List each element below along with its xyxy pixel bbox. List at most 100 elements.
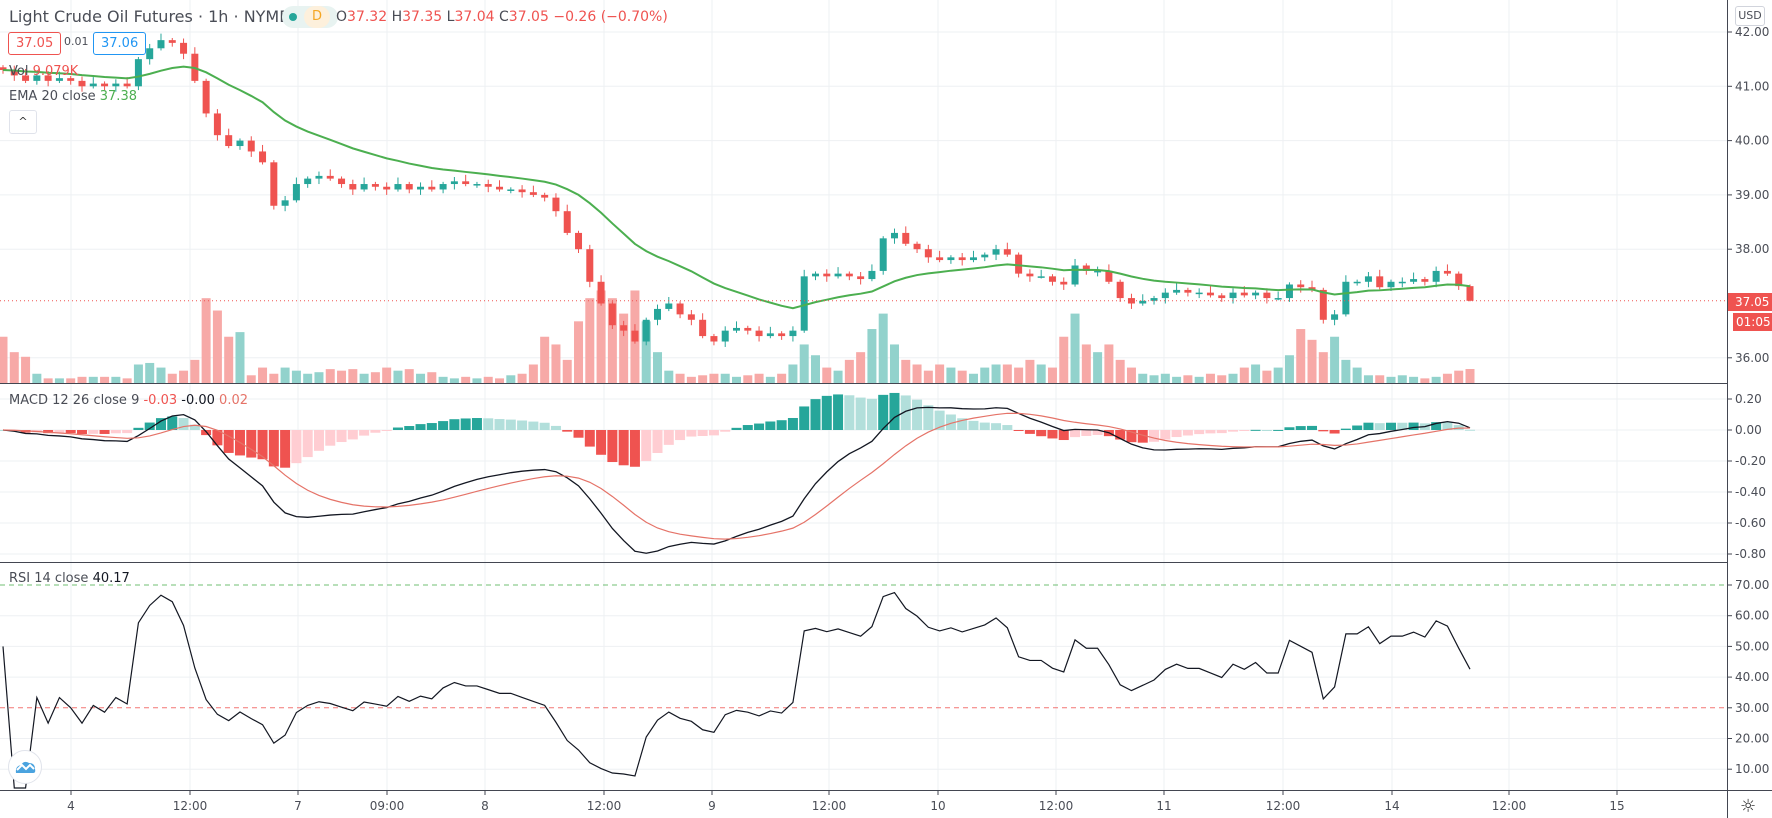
candle-body	[936, 257, 944, 261]
volume-bar	[1465, 369, 1475, 383]
volume-bar	[461, 376, 471, 383]
candle-body	[417, 186, 425, 190]
volume-bar	[528, 364, 538, 383]
volume-bar	[607, 298, 617, 383]
candle-body	[1297, 284, 1305, 288]
volume-bar	[641, 321, 651, 383]
candle	[563, 204, 571, 236]
macd-histogram-bar	[155, 418, 166, 430]
volume-bar	[0, 336, 8, 383]
candle	[789, 326, 797, 342]
candle	[360, 177, 368, 192]
market-status[interactable]: D	[282, 6, 338, 28]
candle	[1319, 287, 1327, 324]
candle	[1297, 280, 1305, 293]
candle-body	[338, 178, 346, 185]
candle	[936, 250, 944, 263]
candle-body	[1071, 265, 1079, 285]
symbol-title[interactable]: Light Crude Oil Futures · 1h · NYMEX	[9, 7, 301, 26]
candle	[1206, 286, 1214, 298]
macd-line	[2, 406, 1471, 554]
macd-legend[interactable]: MACD 12 26 close 9 -0.03 -0.00 0.02	[9, 393, 248, 408]
candle-body	[755, 330, 763, 337]
macd-histogram-bar	[957, 418, 968, 430]
volume-bar	[1273, 367, 1283, 383]
macd-histogram-bar	[550, 425, 561, 430]
candle-body	[1116, 281, 1124, 299]
candle	[1218, 293, 1226, 302]
volume-bar	[720, 373, 730, 383]
macd-histogram-bar	[381, 430, 392, 431]
open-value: 37.32	[347, 9, 388, 25]
rsi-legend[interactable]: RSI 14 close 40.17	[9, 571, 130, 586]
price-tick-label: 39.00	[1735, 188, 1769, 202]
macd-histogram-bar	[787, 417, 798, 430]
candle	[405, 181, 413, 194]
candle-body	[326, 175, 334, 179]
candle-body	[134, 59, 142, 87]
macd-histogram-bar	[573, 430, 584, 438]
macd-histogram-bar	[1081, 430, 1092, 436]
candle	[383, 182, 391, 195]
macd-histogram-bar	[517, 420, 528, 430]
volume-bar	[1431, 376, 1441, 383]
macd-histogram-bar	[246, 430, 257, 458]
tradingview-logo[interactable]	[8, 750, 42, 784]
volume-bar	[224, 336, 234, 383]
candle	[473, 181, 481, 188]
candle-body	[1466, 286, 1474, 301]
ema-line	[2, 65, 1471, 310]
macd-histogram-bar	[1205, 430, 1216, 434]
macd-histogram-bar	[178, 418, 189, 430]
candle-body	[394, 184, 402, 190]
buy-button[interactable]: 37.06	[93, 32, 147, 55]
time-tick-label: 12:00	[1492, 799, 1527, 813]
ema-legend[interactable]: EMA 20 close 37.38	[9, 89, 137, 104]
candle-body	[496, 186, 504, 190]
candle	[236, 138, 244, 150]
candle-body	[484, 184, 492, 187]
volume-bar	[619, 313, 629, 383]
macd-histogram-bar	[392, 427, 403, 430]
candle	[1184, 287, 1192, 297]
macd-histogram-bar	[1182, 430, 1193, 436]
currency-button[interactable]: USD	[1735, 6, 1765, 26]
candle	[202, 78, 210, 118]
settings-gear-icon[interactable]: ☼	[1740, 796, 1757, 817]
candle-body	[608, 303, 616, 326]
candle	[947, 255, 955, 264]
candle	[1161, 288, 1169, 304]
sell-button[interactable]: 37.05	[8, 32, 62, 55]
candle-body	[1319, 289, 1327, 320]
candle-body	[1252, 292, 1260, 296]
volume-bar	[1262, 370, 1272, 383]
candle-body	[890, 232, 898, 239]
collapse-legend-button[interactable]: ^	[9, 110, 37, 134]
volume-bar	[1386, 376, 1396, 383]
candle-body	[1364, 276, 1372, 282]
volume-bar	[686, 376, 696, 383]
volume-bar	[111, 376, 121, 383]
candle	[168, 37, 176, 47]
candle	[1410, 272, 1418, 284]
candle	[721, 326, 729, 347]
macd-histogram-bar	[404, 426, 415, 430]
candle	[259, 144, 267, 165]
volume-bar	[88, 376, 98, 383]
volume-bar	[54, 378, 64, 383]
candle-body	[78, 80, 86, 87]
candle	[778, 331, 786, 340]
high-label: H	[391, 9, 403, 25]
macd-histogram-bar	[1115, 430, 1126, 440]
candle	[1127, 293, 1135, 309]
volume-bar	[551, 344, 561, 383]
candle	[338, 176, 346, 188]
macd-histogram-bar	[686, 430, 697, 437]
open-label: O	[336, 9, 348, 25]
volume-legend[interactable]: Vol 9.079K	[9, 64, 78, 79]
macd-histogram-bar	[1442, 422, 1453, 430]
low-value: 37.04	[454, 9, 495, 25]
candle-body	[507, 189, 515, 191]
volume-bar	[1172, 376, 1182, 383]
